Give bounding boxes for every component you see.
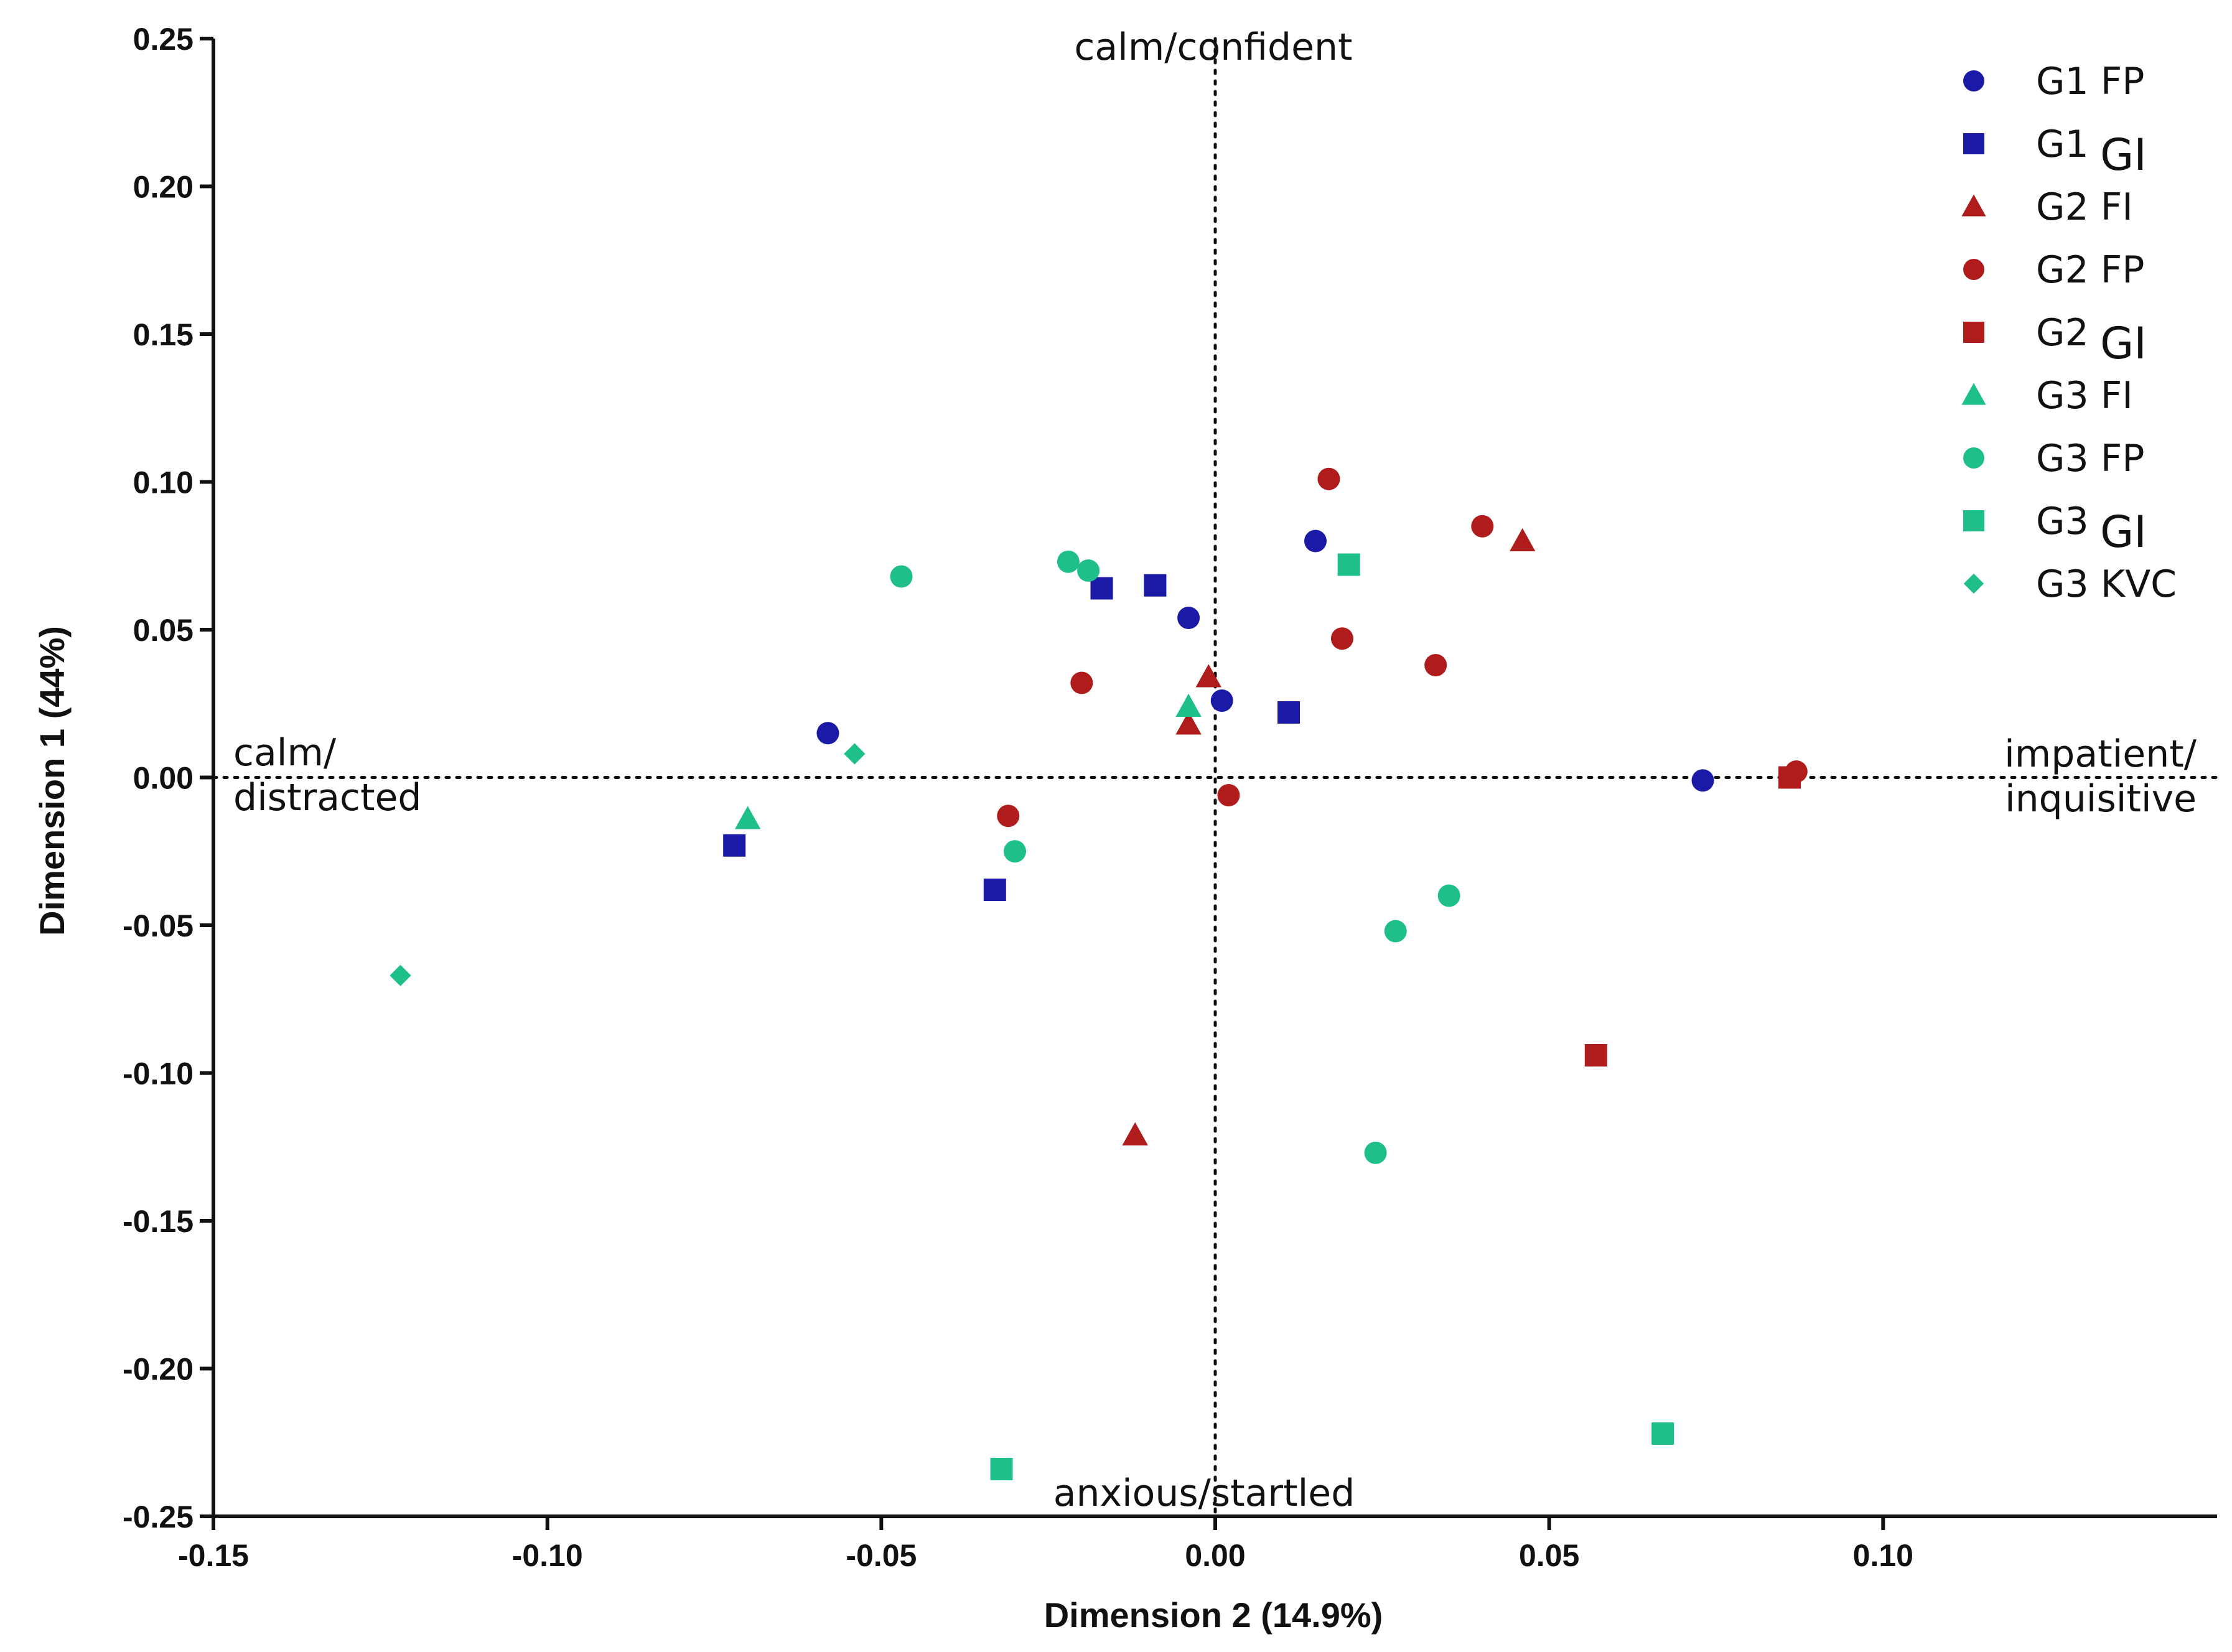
point-g3-fi xyxy=(1175,693,1202,717)
point-g2-fp xyxy=(1217,784,1240,806)
x-axis-title: Dimension 2 (14.9%) xyxy=(1044,1595,1383,1635)
quadrant-annotations: calm/confident anxious/startled calm/ di… xyxy=(233,26,2197,1515)
annotation-top: calm/confident xyxy=(1074,26,1352,69)
x-tick-label: -0.05 xyxy=(846,1538,917,1573)
point-g2-fi xyxy=(1510,528,1536,552)
point-g2-gi xyxy=(1778,766,1801,789)
y-tick-label: -0.20 xyxy=(123,1352,194,1387)
annotation-left-line1: calm/ xyxy=(233,731,337,775)
x-tick-label: -0.10 xyxy=(512,1538,583,1573)
point-g2-fp xyxy=(1070,671,1093,694)
point-g3-kvc xyxy=(390,964,411,986)
x-tick-label: 0.00 xyxy=(1185,1538,1245,1573)
point-g1-fp xyxy=(1304,530,1327,553)
point-g2-fp xyxy=(997,805,1020,828)
legend-marker-g2-fp xyxy=(1963,259,1984,280)
y-tick-label: 0.10 xyxy=(133,465,194,500)
legend-marker-g2-gi xyxy=(1963,322,1984,343)
point-g2-fp xyxy=(1471,515,1494,538)
point-g3-fp xyxy=(1364,1141,1387,1164)
point-g3-kvc xyxy=(844,743,866,765)
point-g1-gi xyxy=(723,834,746,857)
point-g1-gi xyxy=(1144,574,1167,597)
legend-marker-g3-fi xyxy=(1961,383,1986,405)
point-g1-fp xyxy=(816,722,839,745)
legend-label-g2-gi: G2 xyxy=(2036,311,2089,355)
legend-label-g3-fp: G3 FP xyxy=(2036,437,2144,480)
annotation-right-line2: inquisitive xyxy=(2005,777,2197,821)
y-tick-label: 0.25 xyxy=(133,22,194,57)
annotation-left-line2: distracted xyxy=(233,776,422,819)
x-tick-label: 0.10 xyxy=(1853,1538,1913,1573)
axes: 0.25 0.20 0.15 0.10 0.05 0.00 -0.05 -0.10 -0.15 -… xyxy=(123,22,2217,1573)
y-tick-label: 0.05 xyxy=(133,613,194,648)
point-g3-fp xyxy=(1004,840,1026,863)
point-g3-fp xyxy=(1077,559,1100,582)
data-points xyxy=(390,467,1808,1480)
legend-label-g1-gi: G1 xyxy=(2036,123,2089,166)
legend-label-g2-fp: G2 FP xyxy=(2036,248,2144,292)
point-g3-gi xyxy=(1651,1422,1674,1445)
point-g2-gi xyxy=(1584,1044,1607,1066)
legend-label-suffix-g1-gi: GI xyxy=(2100,129,2147,180)
point-g3-fp xyxy=(1437,884,1460,907)
y-tick-label: 0.20 xyxy=(133,170,194,205)
point-g1-fp xyxy=(1177,607,1200,629)
y-tick-label: -0.25 xyxy=(123,1500,194,1534)
y-axis-title: Dimension 1 (44%) xyxy=(32,626,72,936)
point-g3-fp xyxy=(1057,550,1080,573)
x-tick-label: -0.15 xyxy=(178,1538,249,1573)
point-g1-fp xyxy=(1691,769,1714,792)
point-g2-fi xyxy=(1122,1122,1148,1146)
point-g3-fi xyxy=(734,806,761,829)
point-g2-fp xyxy=(1317,467,1340,490)
point-g3-gi xyxy=(1337,553,1360,576)
point-g3-fp xyxy=(1384,920,1407,943)
point-g1-gi xyxy=(983,879,1006,901)
point-g1-gi xyxy=(1090,577,1113,600)
point-g1-fp xyxy=(1210,689,1233,712)
annotation-bottom: anxious/startled xyxy=(1053,1472,1355,1515)
point-g3-gi xyxy=(990,1458,1013,1480)
legend-label-suffix-g2-gi: GI xyxy=(2100,318,2147,369)
reference-lines xyxy=(212,37,2219,1518)
legend-label-suffix-g3-gi: GI xyxy=(2100,506,2147,558)
legend-marker-g3-kvc xyxy=(1963,573,1984,594)
legend-label-g3-kvc: G3 KVC xyxy=(2036,562,2177,606)
legend-label-g3-gi: G3 xyxy=(2036,500,2089,543)
y-tick-label: 0.00 xyxy=(133,761,194,796)
point-g2-fi xyxy=(1195,664,1221,688)
legend-label-g3-fi: G3 FI xyxy=(2036,374,2133,418)
legend-label-g1-fp: G1 FP xyxy=(2036,60,2144,103)
legend-label-g2-fi: G2 FI xyxy=(2036,185,2133,229)
point-g1-gi xyxy=(1277,701,1300,724)
legend-marker-g1-fp xyxy=(1963,70,1984,91)
y-tick-label: 0.15 xyxy=(133,317,194,352)
y-tick-label: -0.10 xyxy=(123,1057,194,1091)
legend-marker-g3-gi xyxy=(1963,510,1984,531)
legend-marker-g3-fp xyxy=(1963,447,1984,469)
annotation-right-line1: impatient/ xyxy=(2004,732,2197,776)
point-g3-fp xyxy=(890,565,913,588)
x-tick-label: 0.05 xyxy=(1519,1538,1579,1573)
legend-marker-g2-fi xyxy=(1961,194,1986,217)
y-tick-label: -0.15 xyxy=(123,1204,194,1239)
legend-marker-g1-gi xyxy=(1963,133,1984,154)
y-tick-label: -0.05 xyxy=(123,908,194,943)
point-g2-fp xyxy=(1424,654,1447,676)
point-g2-fp xyxy=(1330,627,1353,650)
point-g2-fi xyxy=(1175,711,1202,735)
